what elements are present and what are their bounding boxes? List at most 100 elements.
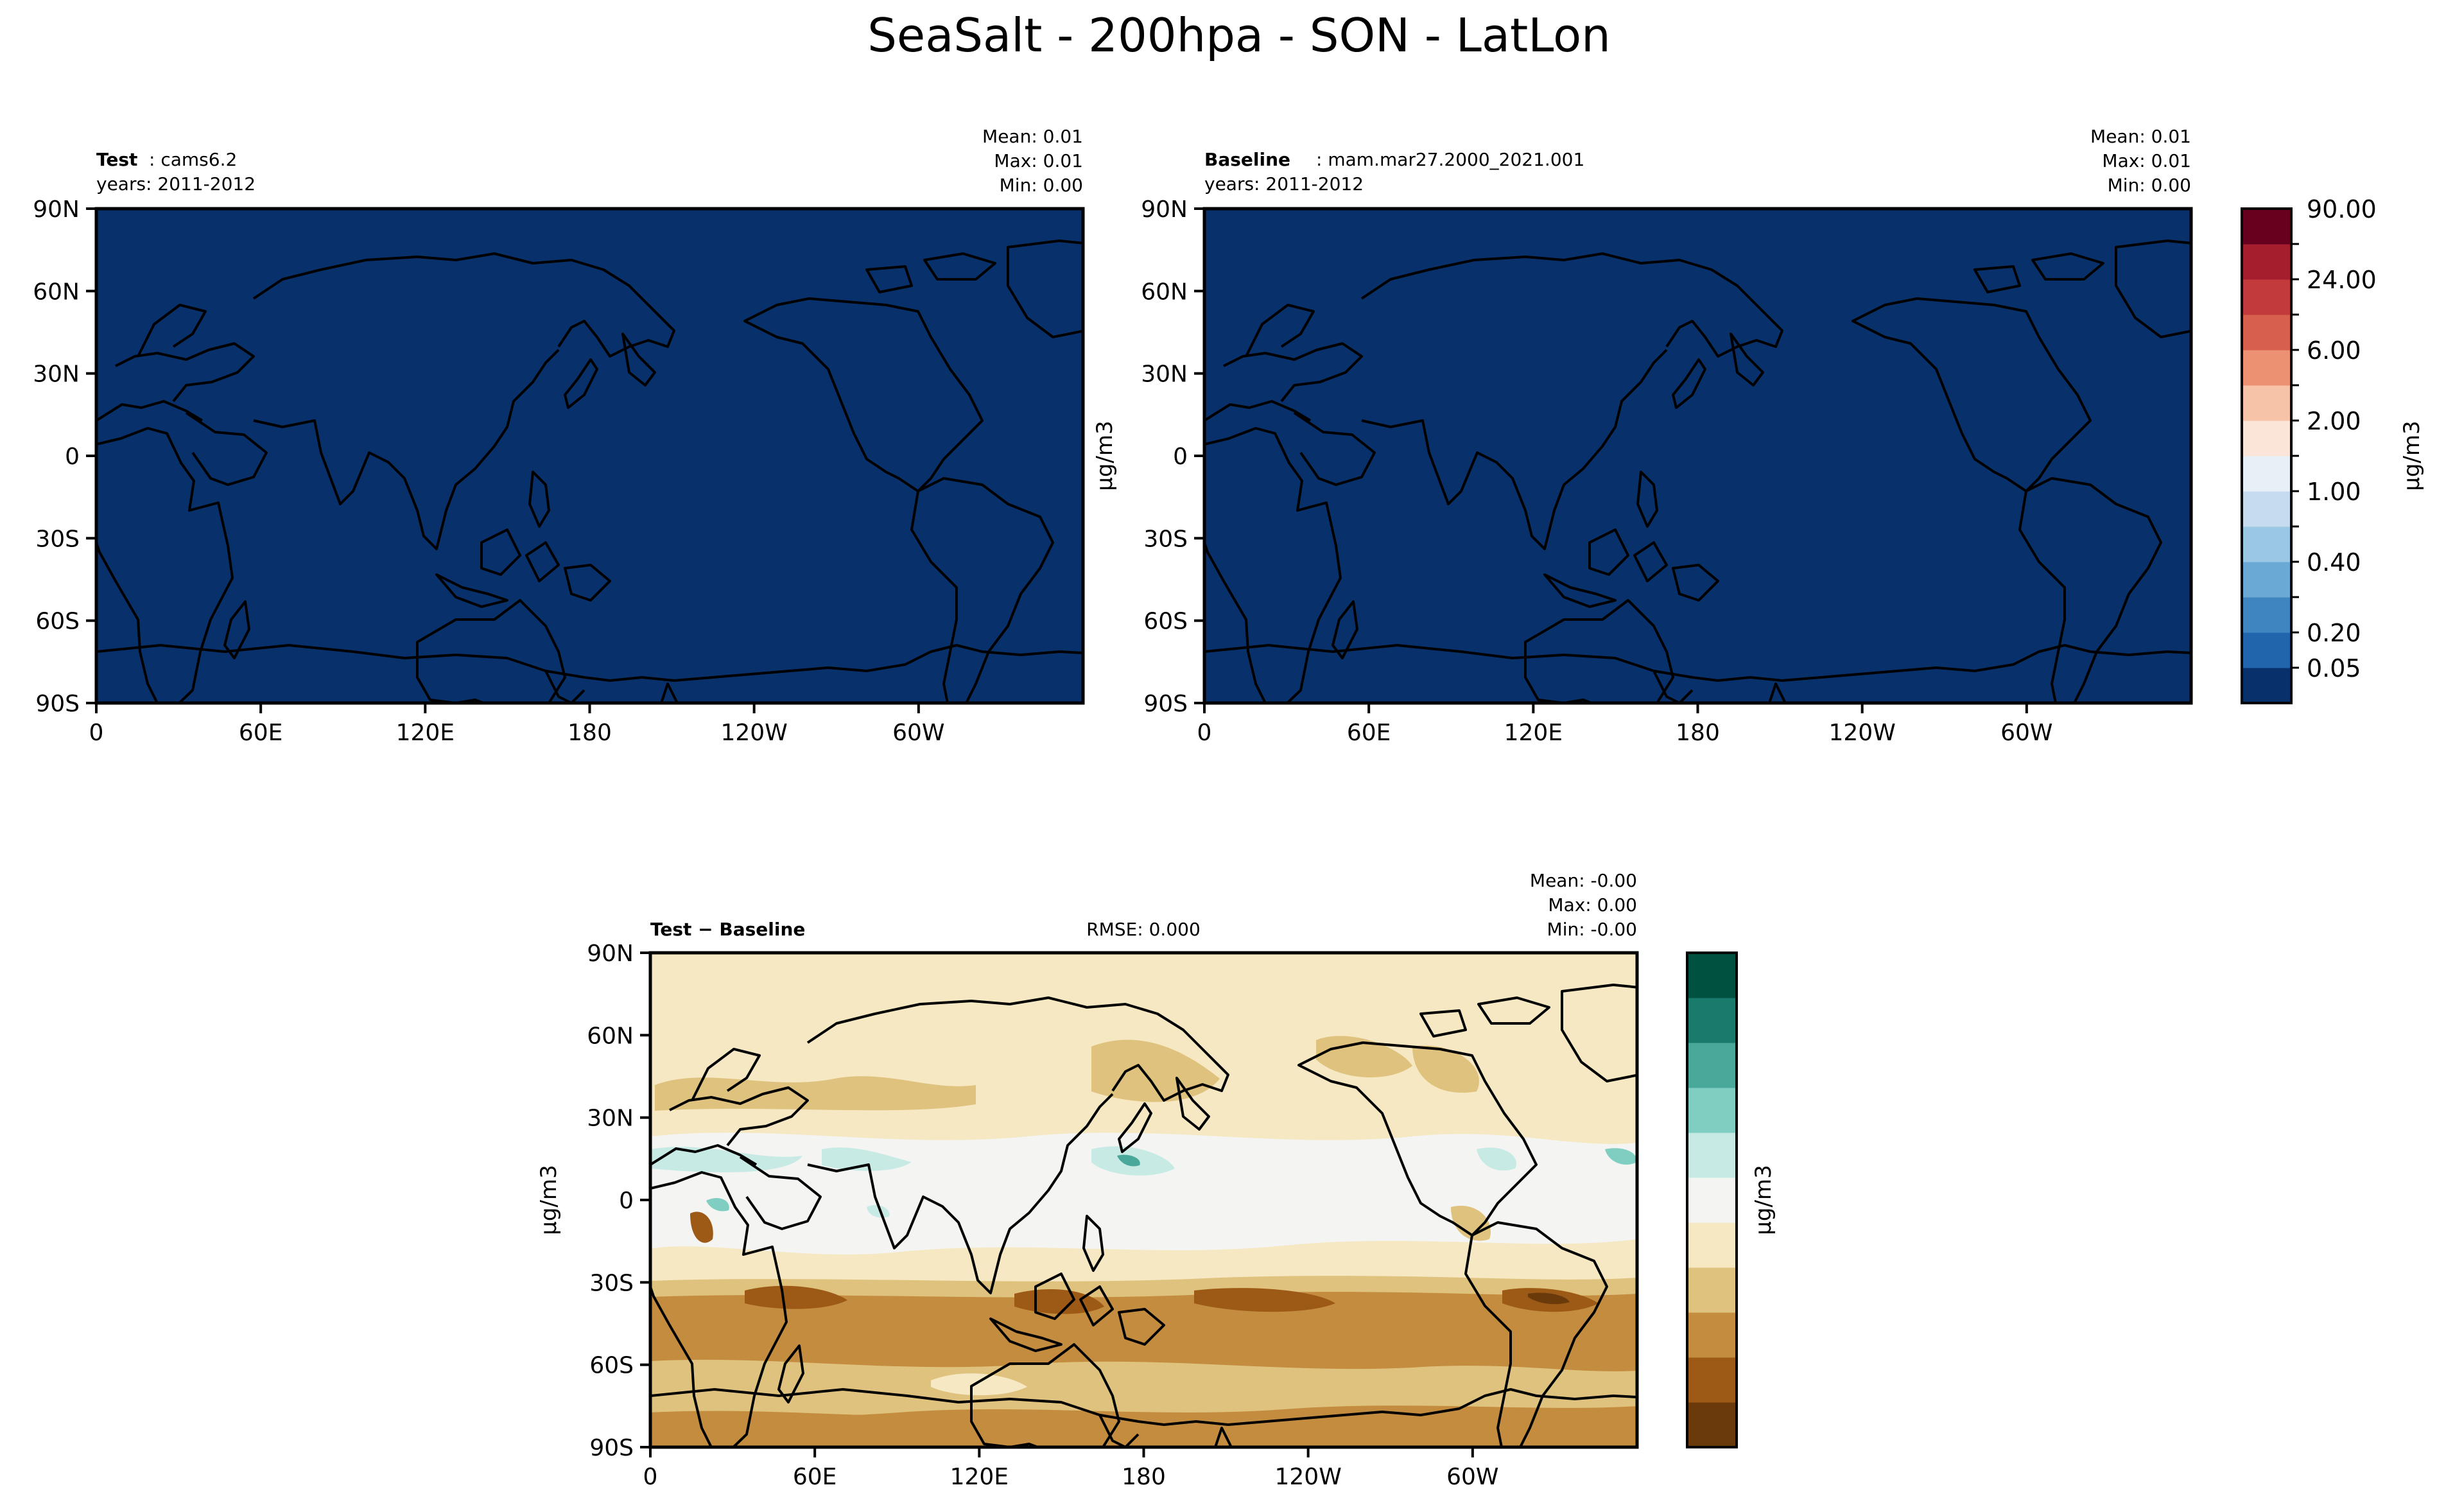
test-ytick-label: 90S	[35, 691, 80, 717]
test-subtitle: years: 2011-2012	[96, 173, 256, 195]
ratio-colorbar-segment	[2242, 350, 2291, 386]
diff-panel: Test − Baseline RMSE: 0.000 Mean: -0.00 …	[536, 870, 1639, 1490]
baseline-ylabel: μg/m3	[1092, 421, 1118, 491]
ratio-colorbar-segment	[2242, 668, 2291, 704]
baseline-ytick-label: 30N	[1141, 361, 1188, 388]
diff-stat-max: Max: 0.00	[1548, 894, 1637, 916]
baseline-stat-max: Max: 0.01	[2102, 150, 2191, 171]
diff-xtick-label: 120W	[1275, 1464, 1342, 1490]
baseline-ytick-label: 60N	[1141, 279, 1188, 305]
diff-colorbar-label: μg/m3	[1751, 1165, 1776, 1235]
test-xtick-label: 60W	[892, 720, 944, 746]
test-xtick-label: 0	[89, 720, 104, 746]
ratio-colorbar-segment	[2242, 632, 2291, 668]
baseline-xtick-label: 60E	[1347, 720, 1391, 746]
diff-colorbar-segment	[1687, 1133, 1737, 1178]
test-xtick-label: 120W	[721, 720, 788, 746]
baseline-ytick-label: 30S	[1143, 526, 1188, 552]
ratio-colorbar-segment	[2242, 526, 2291, 562]
diff-colorbar-segment	[1687, 1177, 1737, 1223]
diff-colorbar-frame	[1686, 952, 1738, 1448]
ratio-colorbar-segment	[2242, 421, 2291, 456]
figure-title: SeaSalt - 200hpa - SON - LatLon	[867, 8, 1611, 62]
baseline-xtick-label: 120E	[1504, 720, 1563, 746]
diff-colorbar-segment	[1687, 998, 1737, 1043]
diff-stat-mean: Mean: -0.00	[1530, 870, 1637, 891]
test-ytick-label: 60S	[35, 609, 80, 635]
ratio-colorbar-segment	[2242, 244, 2291, 280]
test-map-field	[96, 209, 1083, 703]
baseline-xtick-label: 120W	[1829, 720, 1896, 746]
test-ytick-label: 30N	[33, 361, 80, 388]
ratio-colorbar-tick-label: 24.00	[2307, 266, 2377, 294]
test-ytick-label: 30S	[35, 526, 80, 552]
ratio-colorbar-segment	[2242, 315, 2291, 351]
ratio-colorbar-tick-label: 0.05	[2307, 654, 2361, 682]
diff-title-bold: Test − Baseline	[650, 919, 805, 940]
ratio-colorbar-tick-label: 0.20	[2307, 619, 2361, 647]
baseline-panel: Baseline : mam.mar27.2000_2021.001 years…	[1092, 126, 2193, 746]
diff-xtick-label: 0	[643, 1464, 658, 1490]
ratio-colorbar-tick-label: 90.00	[2307, 195, 2377, 223]
test-ytick-label: 90N	[33, 196, 80, 223]
ratio-colorbar-frame	[2241, 207, 2293, 704]
ratio-colorbar-segment	[2242, 279, 2291, 315]
baseline-map-field	[1204, 209, 2191, 703]
diff-ytick-label: 90S	[589, 1435, 634, 1461]
ratio-colorbar-tick-label: 2.00	[2307, 407, 2361, 435]
baseline-ytick-label: 60S	[1143, 609, 1188, 635]
diff-colorbar-segment	[1687, 1088, 1737, 1133]
baseline-stat-mean: Mean: 0.01	[2090, 126, 2191, 147]
diff-colorbar-segment	[1687, 1043, 1737, 1088]
diff-xtick-label: 60W	[1446, 1464, 1498, 1490]
ratio-colorbar-label: μg/m3	[2399, 421, 2425, 491]
diff-ytick-label: 60N	[587, 1023, 634, 1049]
diff-xtick-label: 180	[1122, 1464, 1166, 1490]
test-xtick-label: 180	[568, 720, 612, 746]
test-xtick-label: 60E	[239, 720, 283, 746]
diff-xtick-label: 60E	[793, 1464, 837, 1490]
test-stat-mean: Mean: 0.01	[982, 126, 1083, 147]
diff-ytick-label: 60S	[589, 1353, 634, 1379]
diff-colorbar-segment	[1687, 1312, 1737, 1358]
diff-colorbar-segment	[1687, 1222, 1737, 1268]
baseline-subtitle: years: 2011-2012	[1204, 173, 1364, 195]
test-title-rest: : cams6.2	[149, 149, 237, 170]
diff-ylabel: μg/m3	[536, 1165, 562, 1235]
diff-ytick-label: 30N	[587, 1106, 634, 1132]
baseline-xtick-label: 180	[1676, 720, 1720, 746]
ratio-colorbar-tick-label: 0.40	[2307, 548, 2361, 577]
ratio-colorbar-segment	[2242, 456, 2291, 492]
ratio-colorbar-segment	[2242, 597, 2291, 633]
test-stat-min: Min: 0.00	[1000, 175, 1083, 196]
baseline-xtick-label: 60W	[2000, 720, 2052, 746]
diff-colorbar-segment	[1687, 1402, 1737, 1448]
ratio-colorbar: 90.00 24.00 6.00 2.00 1.00 0.40 0.20 0.05 μg/m3	[2241, 195, 2425, 704]
diff-map-field	[650, 953, 1637, 1447]
diff-colorbar: μg/m3	[1686, 952, 1776, 1448]
baseline-title-rest: : mam.mar27.2000_2021.001	[1316, 149, 1584, 170]
ratio-colorbar-segment	[2242, 491, 2291, 527]
baseline-xtick-label: 0	[1197, 720, 1212, 746]
diff-colorbar-segment	[1687, 1357, 1737, 1403]
test-xtick-label: 120E	[396, 720, 455, 746]
test-ytick-label: 60N	[33, 279, 80, 305]
baseline-stat-min: Min: 0.00	[2108, 175, 2191, 196]
diff-ytick-label: 0	[619, 1188, 634, 1214]
diff-colorbar-segment	[1687, 953, 1737, 998]
ratio-colorbar-segment	[2242, 562, 2291, 598]
diff-ytick-label: 30S	[589, 1270, 634, 1296]
baseline-ytick-label: 0	[1173, 444, 1188, 470]
test-stat-max: Max: 0.01	[994, 150, 1083, 171]
ratio-colorbar-tick-label: 6.00	[2307, 336, 2361, 365]
baseline-ytick-label: 90S	[1143, 691, 1188, 717]
test-ytick-label: 0	[65, 444, 80, 470]
diff-colorbar-segment	[1687, 1267, 1737, 1313]
baseline-title-bold: Baseline	[1204, 149, 1290, 170]
diff-rmse: RMSE: 0.000	[1086, 919, 1201, 940]
diff-ytick-label: 90N	[587, 941, 634, 967]
ratio-colorbar-tick-label: 1.00	[2307, 478, 2361, 506]
test-title-bold: Test	[96, 149, 137, 170]
ratio-colorbar-segment	[2242, 385, 2291, 421]
